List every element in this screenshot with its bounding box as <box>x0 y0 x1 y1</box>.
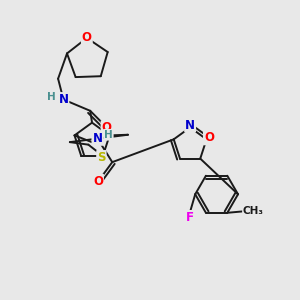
Text: CH₃: CH₃ <box>243 206 264 216</box>
Text: O: O <box>93 175 103 188</box>
Text: O: O <box>101 121 112 134</box>
Text: S: S <box>97 151 106 164</box>
Text: H: H <box>104 130 113 140</box>
Text: N: N <box>58 93 68 106</box>
Text: N: N <box>92 132 102 145</box>
Text: H: H <box>46 92 55 101</box>
Text: O: O <box>82 32 92 44</box>
Text: F: F <box>186 211 194 224</box>
Text: O: O <box>204 131 214 144</box>
Text: N: N <box>185 118 195 131</box>
